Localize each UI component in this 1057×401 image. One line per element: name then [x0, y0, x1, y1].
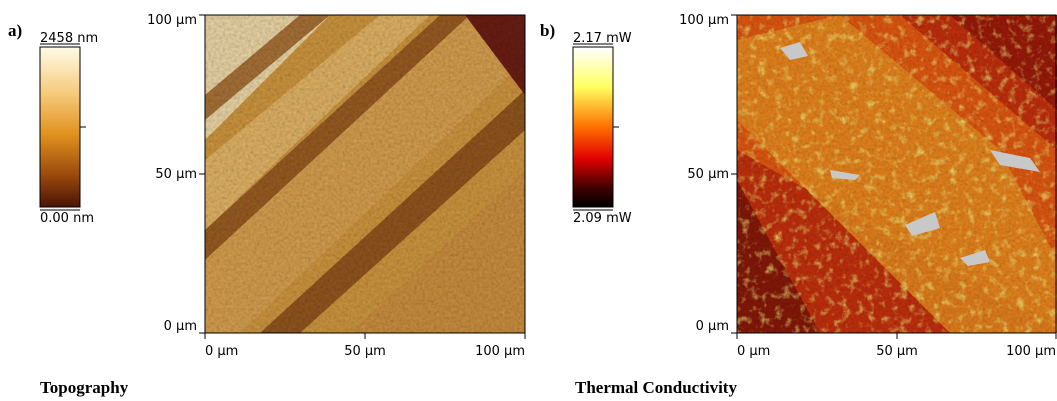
- panel-label: b): [540, 21, 555, 40]
- ticks: [199, 14, 526, 339]
- caption: Thermal Conductivity: [575, 378, 737, 397]
- colorbar-max: 2.17 mW: [573, 31, 632, 46]
- conductivity-image: [737, 15, 1057, 333]
- x-tick-label: 50 µm: [344, 344, 386, 359]
- panel-label: a): [8, 21, 22, 40]
- x-tick-label: 0 µm: [737, 344, 770, 359]
- y-tick-label: 100 µm: [147, 13, 197, 28]
- colorbar-min: 0.00 nm: [40, 211, 94, 226]
- ticks: [731, 14, 1057, 339]
- x-tick-label: 100 µm: [1006, 344, 1056, 359]
- topography-image: [205, 15, 525, 333]
- colorbar: [572, 46, 614, 208]
- x-tick-label: 0 µm: [205, 344, 238, 359]
- y-tick-label: 0 µm: [164, 319, 197, 334]
- panel-b: b) 2.17 mW 2.09 mW 100 µm 50 µm 0 µm: [540, 13, 1057, 397]
- caption: Topography: [40, 378, 129, 397]
- y-tick-label: 50 µm: [155, 167, 197, 182]
- x-tick-label: 100 µm: [475, 344, 525, 359]
- y-tick-label: 0 µm: [696, 319, 729, 334]
- x-tick-label: 50 µm: [876, 344, 918, 359]
- colorbar-min: 2.09 mW: [573, 211, 632, 226]
- y-tick-label: 50 µm: [687, 167, 729, 182]
- y-tick-label: 100 µm: [679, 13, 729, 28]
- colorbar: [39, 46, 81, 208]
- panel-a: a) 2458 nm 0.00 nm 100 µm 50 µm 0 µm 0 µ…: [8, 13, 526, 397]
- colorbar-max: 2458 nm: [40, 31, 98, 46]
